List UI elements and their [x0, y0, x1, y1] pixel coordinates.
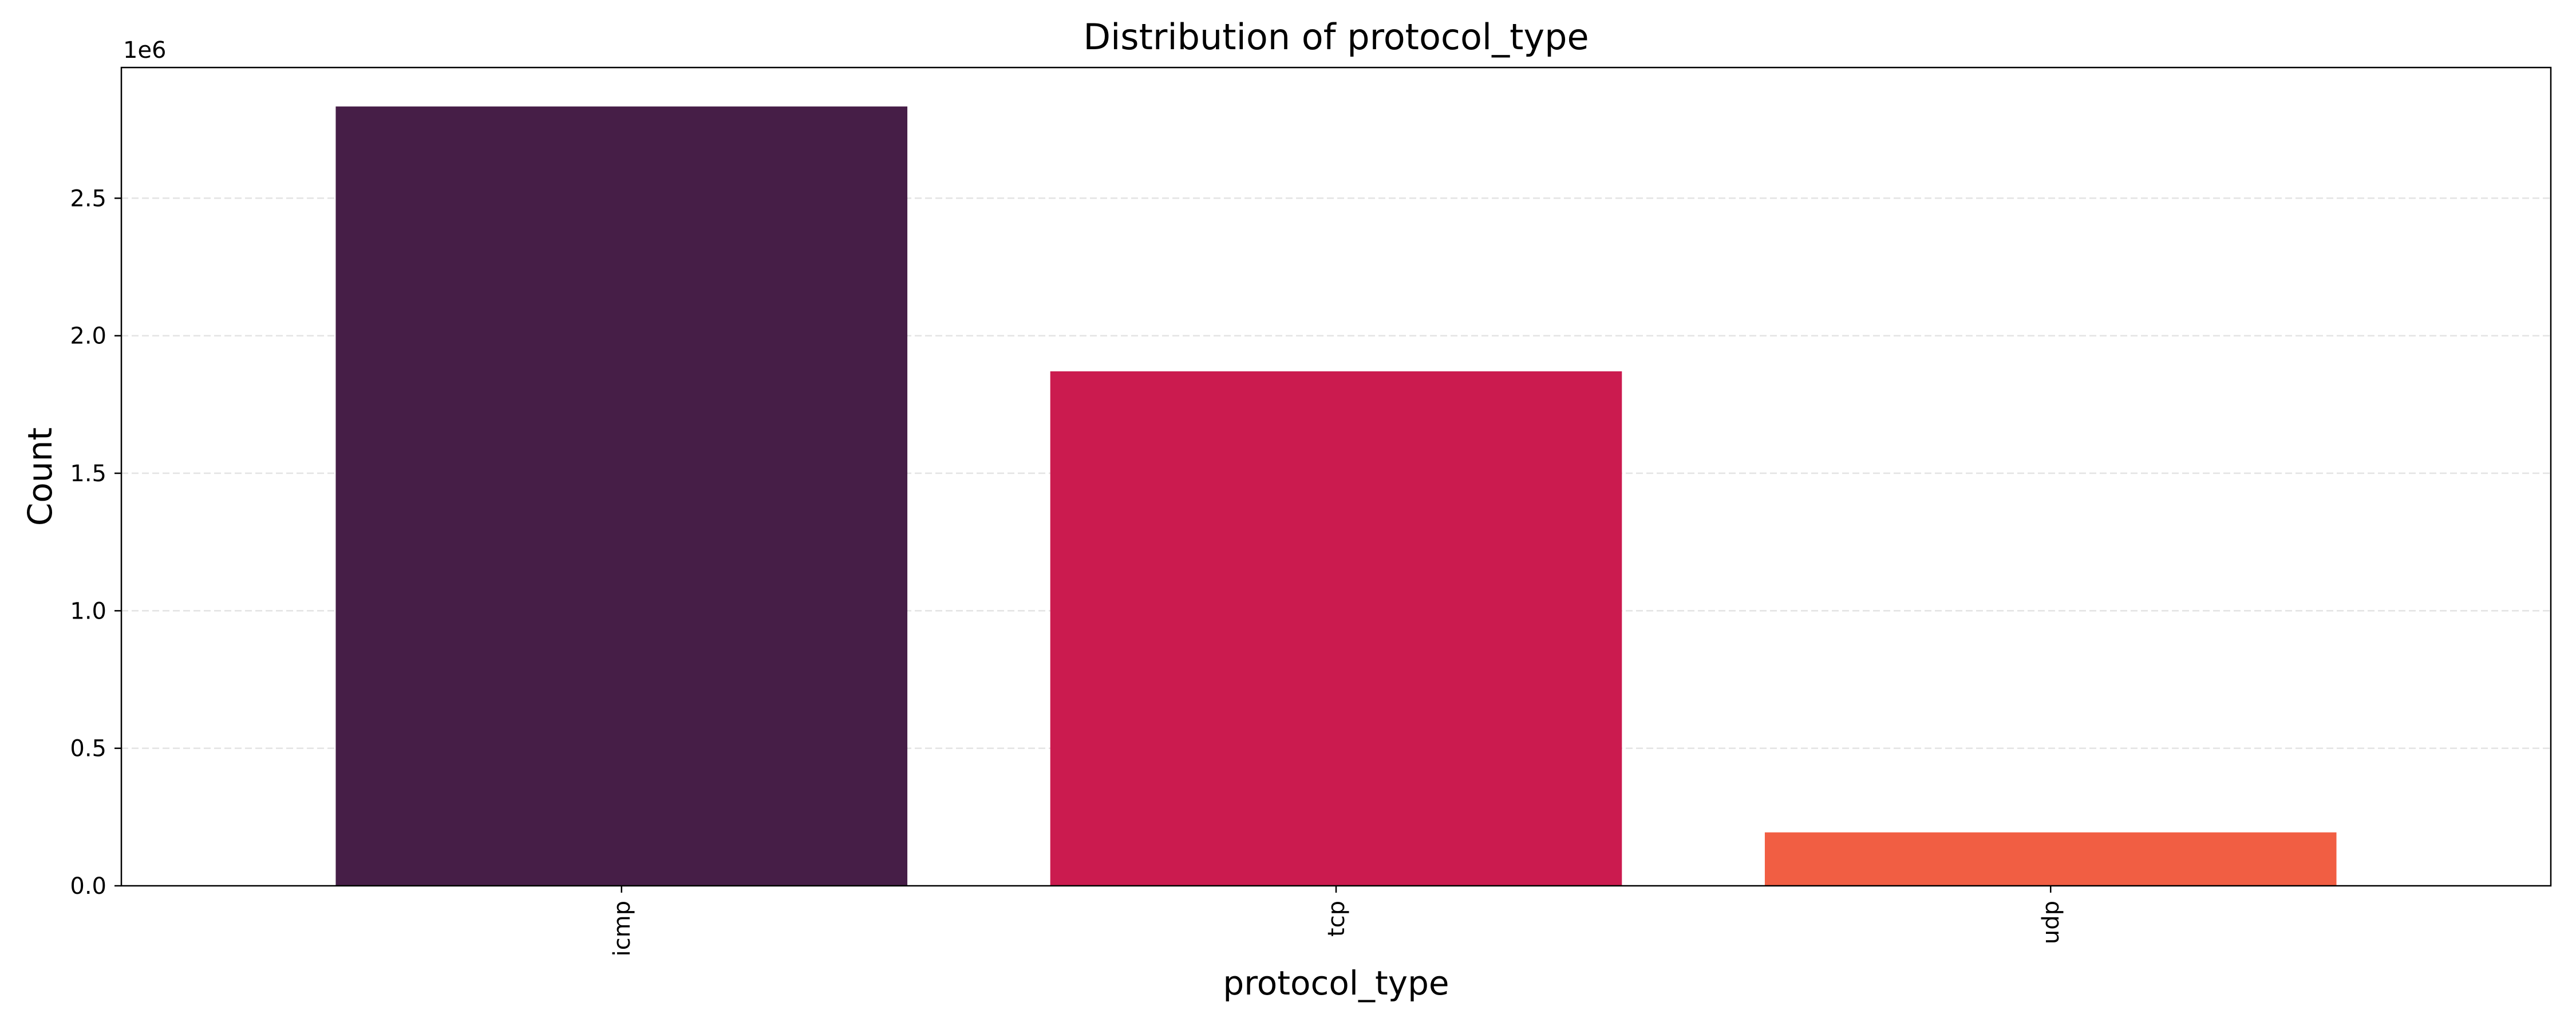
y-axis-offset-label: 1e6	[123, 37, 167, 64]
x-axis-ticks: icmp tcp udp	[609, 886, 2064, 956]
y-tick-label: 1.5	[70, 461, 106, 487]
x-tick-label: tcp	[1323, 901, 1350, 937]
bar-udp	[1764, 832, 2337, 886]
bars	[335, 106, 2337, 886]
y-tick-label: 2.0	[70, 323, 106, 350]
y-tick-label: 0.0	[70, 873, 106, 900]
y-axis-label: Count	[21, 427, 60, 526]
y-axis-ticks: 0.0 0.5 1.0 1.5 2.0 2.5	[70, 185, 121, 900]
y-tick-label: 2.5	[70, 185, 106, 212]
x-tick-label: udp	[2038, 901, 2064, 944]
bar-tcp	[1050, 371, 1622, 886]
y-tick-label: 0.5	[70, 736, 106, 762]
bar-icmp	[335, 106, 908, 886]
x-tick-label: icmp	[609, 901, 635, 956]
x-axis-label: protocol_type	[1223, 964, 1449, 1003]
y-tick-label: 1.0	[70, 598, 106, 624]
chart-title: Distribution of protocol_type	[1083, 16, 1589, 58]
